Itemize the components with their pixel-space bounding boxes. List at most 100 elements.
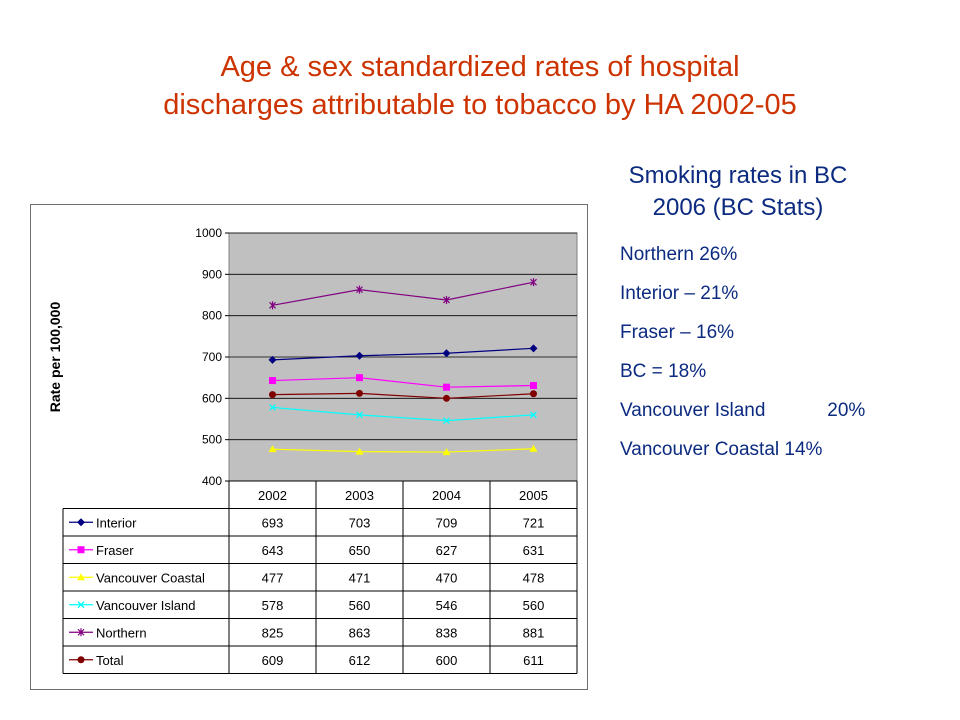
stat-row-vancouver-island: Vancouver Island 20%	[620, 400, 946, 422]
data-label: 470	[436, 570, 458, 585]
data-point	[442, 349, 451, 358]
data-point	[529, 344, 538, 353]
data-label: 578	[262, 598, 284, 613]
data-point	[530, 382, 537, 390]
data-point	[530, 278, 537, 287]
series-line	[272, 347, 534, 361]
slide-title: Age & sex standardized rates of hospital…	[0, 48, 960, 124]
data-label: 693	[262, 515, 284, 530]
stat-name: Northern	[620, 244, 694, 265]
stat-row-vancouver-coastal: Vancouver Coastal 14%	[620, 439, 946, 461]
y-tick-label: 500	[202, 433, 222, 447]
legend-label: Fraser	[96, 543, 134, 558]
series-line	[272, 448, 534, 453]
data-point	[269, 301, 276, 310]
legend-label: Northern	[96, 625, 147, 640]
legend-label: Total	[96, 653, 124, 668]
data-point	[443, 417, 450, 425]
stat-row-bc: BC = 18%	[620, 361, 946, 383]
data-point	[77, 601, 85, 609]
legend-label: Vancouver Coastal	[96, 570, 205, 585]
data-point	[77, 628, 85, 637]
data-point	[356, 285, 363, 294]
data-label: 478	[523, 570, 545, 585]
data-point	[530, 411, 537, 419]
y-tick-label: 600	[202, 391, 222, 405]
data-point	[529, 444, 538, 452]
series-line	[272, 392, 534, 399]
stat-name: Vancouver Island	[620, 400, 766, 421]
category-label: 2005	[519, 488, 548, 503]
smoking-rates-list: Northern 26% Interior – 21% Fraser – 16%…	[596, 244, 946, 461]
data-label: 627	[436, 543, 458, 558]
heading-line-2: 2006 (BC Stats)	[652, 194, 824, 221]
data-point	[268, 445, 277, 453]
data-point	[443, 394, 450, 402]
data-point	[268, 355, 277, 364]
data-point	[442, 448, 451, 456]
data-label: 881	[523, 625, 545, 640]
y-tick-label: 400	[202, 474, 222, 488]
data-label: 609	[262, 653, 284, 668]
line-chart: 400 500 600 700 800 900 1000 Rate per 100,000 20…	[47, 226, 578, 674]
stat-value: 20%	[827, 400, 866, 421]
data-label: 650	[349, 543, 371, 558]
stat-row-northern: Northern 26%	[620, 244, 946, 266]
data-label: 838	[436, 625, 458, 640]
y-tick-label: 700	[202, 350, 222, 364]
smoking-rates-heading: Smoking rates in BC 2006 (BC Stats)	[596, 160, 880, 224]
stat-value: 14%	[784, 439, 823, 460]
stat-value: 18%	[668, 361, 707, 382]
data-point	[77, 656, 85, 664]
data-label: 471	[349, 570, 371, 585]
data-label: 477	[262, 570, 284, 585]
data-point	[77, 573, 85, 581]
data-point	[269, 377, 276, 385]
data-point	[443, 383, 450, 391]
heading-line-1: Smoking rates in BC	[628, 162, 848, 189]
data-label: 560	[349, 598, 371, 613]
y-tick-label: 1000	[195, 226, 222, 240]
stat-name: Vancouver Coastal	[620, 439, 780, 460]
legend-label: Vancouver Island	[96, 598, 196, 613]
y-axis-label: Rate per 100,000	[47, 302, 63, 413]
data-point	[355, 351, 364, 360]
data-label: 611	[523, 653, 544, 668]
title-line-1: Age & sex standardized rates of hospital	[220, 51, 740, 83]
stat-row-interior: Interior – 21%	[620, 283, 946, 305]
stat-value: 16%	[696, 322, 735, 343]
stat-value: 21%	[700, 283, 739, 304]
data-label: 560	[523, 598, 545, 613]
category-label: 2004	[432, 488, 461, 503]
stat-name: Interior –	[620, 283, 695, 304]
smoking-rates-panel: Smoking rates in BC 2006 (BC Stats) Nort…	[596, 160, 946, 478]
data-label: 721	[523, 515, 545, 530]
category-label: 2002	[258, 488, 287, 503]
stat-value: 26%	[699, 244, 738, 265]
data-point	[77, 518, 85, 527]
series-line	[272, 377, 534, 388]
data-label: 703	[349, 515, 371, 530]
stat-name: BC =	[620, 361, 663, 382]
data-point	[356, 374, 363, 382]
data-label: 612	[349, 653, 371, 668]
stat-name: Fraser –	[620, 322, 691, 343]
series-line	[272, 281, 534, 306]
data-point	[356, 389, 363, 397]
y-tick-label: 800	[202, 309, 222, 323]
data-label: 600	[436, 653, 458, 668]
data-label: 643	[262, 543, 284, 558]
data-point	[530, 390, 537, 398]
data-point	[269, 391, 276, 399]
data-point	[355, 447, 364, 455]
data-label: 546	[436, 598, 458, 613]
data-point	[356, 411, 363, 419]
data-label: 825	[262, 625, 284, 640]
y-tick-label: 900	[202, 267, 222, 281]
stat-row-fraser: Fraser – 16%	[620, 322, 946, 344]
data-label: 631	[523, 543, 545, 558]
chart-frame: 400 500 600 700 800 900 1000 Rate per 100,000 20…	[30, 204, 588, 690]
data-point	[77, 546, 85, 554]
data-point	[443, 295, 450, 304]
data-label: 863	[349, 625, 371, 640]
